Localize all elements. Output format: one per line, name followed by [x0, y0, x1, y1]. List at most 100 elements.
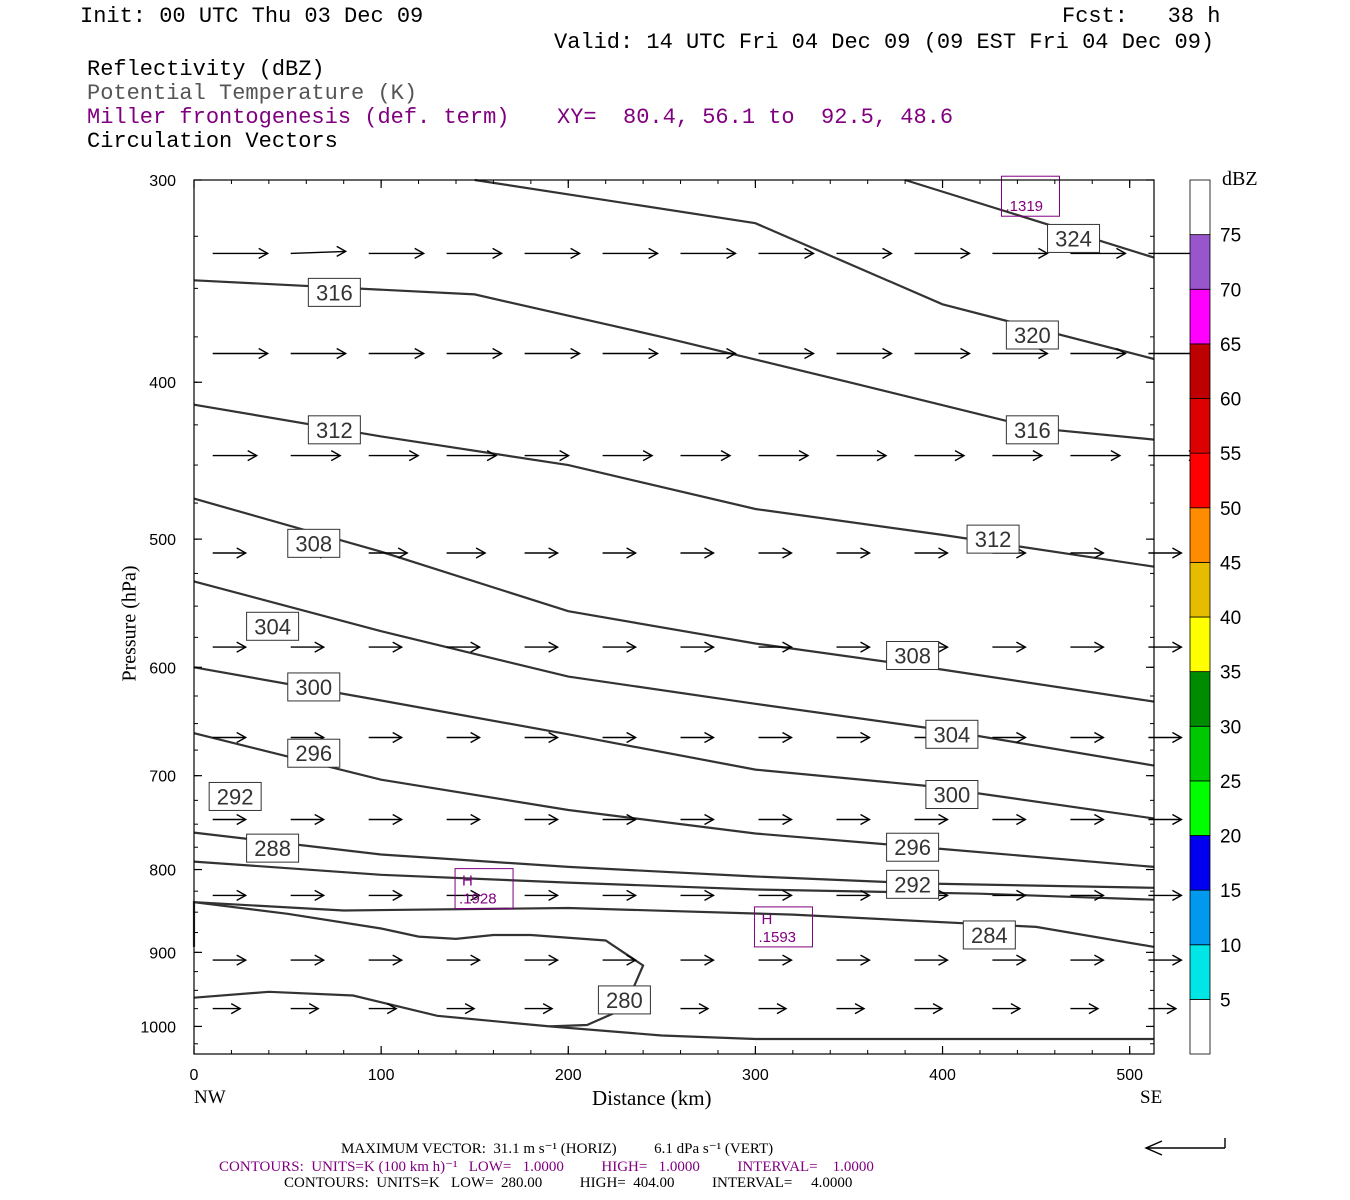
- circulation-vector: [602, 889, 638, 902]
- isentrope-label-284: 284: [962, 920, 1016, 950]
- colorbar-swatch: [1189, 398, 1211, 454]
- isentrope-label-312: 312: [966, 524, 1020, 554]
- circulation-vector: [680, 1002, 710, 1015]
- y-tick-label: 700: [149, 769, 176, 786]
- isentrope-label-box: [886, 869, 940, 899]
- circulation-vector: [1070, 954, 1105, 966]
- circulation-vector: [212, 449, 259, 462]
- vector-head: [392, 731, 404, 744]
- colorbar-label: 35: [1220, 663, 1241, 684]
- vector-head: [236, 547, 248, 559]
- vector-head: [542, 1002, 554, 1015]
- circulation-vector: [1070, 731, 1105, 744]
- y-tick-label: 800: [149, 863, 176, 880]
- colorbar-label: 40: [1220, 608, 1241, 629]
- isentrope-label-text: 320: [1014, 323, 1051, 348]
- x-tick-label: 0: [190, 1067, 199, 1084]
- circulation-vector: [524, 731, 560, 744]
- init-time: Init: 00 UTC Thu 03 Dec 09: [80, 4, 424, 29]
- y-tick-label: 400: [149, 375, 176, 392]
- vector-head: [392, 813, 404, 826]
- vector-head: [804, 347, 815, 360]
- frontogenesis-box: [753, 906, 813, 948]
- vector-head: [492, 247, 504, 260]
- circulation-vector: [758, 247, 815, 260]
- circulation-vector: [368, 889, 404, 902]
- vector-head: [336, 245, 348, 258]
- vector-head: [492, 347, 504, 360]
- isentrope-label-308: 308: [886, 640, 940, 670]
- field-frontogenesis: Miller frontogenesis (def. term): [87, 105, 510, 130]
- isentrope-label-box: [886, 832, 940, 862]
- vector-head: [720, 449, 732, 462]
- forecast-hour: Fcst: 38 h: [1062, 4, 1221, 29]
- vector-head: [860, 641, 871, 653]
- x-right-label: SE: [1140, 1087, 1163, 1108]
- vector-head: [726, 247, 737, 260]
- isentrope-label-box: [925, 780, 979, 810]
- field-reflectivity: Reflectivity (dBZ): [87, 57, 325, 82]
- vector-head: [704, 813, 715, 826]
- isentrope-label-box: [307, 415, 361, 445]
- circulation-vector: [446, 641, 482, 653]
- vector-head: [938, 813, 949, 826]
- isentrope-label-text: 300: [295, 675, 332, 700]
- vector-head: [548, 547, 560, 559]
- isentrope-288: [193, 860, 1155, 901]
- colorbar-label: 60: [1220, 390, 1241, 411]
- circulation-vector: [914, 449, 966, 462]
- circulation-vector: [914, 347, 971, 360]
- isentrope-label-box: [925, 719, 979, 749]
- vector-head: [1172, 954, 1183, 966]
- circulation-vector: [992, 347, 1049, 360]
- circulation-vector: [758, 547, 793, 559]
- vector-head: [938, 641, 949, 653]
- vector-head: [470, 889, 482, 902]
- frontogenesis-max-value: .1593: [758, 929, 796, 946]
- label-layer: 280 284 288 292 296 300 304 308 312 316 316 312 308 3…: [208, 175, 1101, 1015]
- vector-head: [470, 641, 482, 653]
- circulation-vector: [758, 813, 793, 826]
- isentrope-296: [193, 732, 1155, 868]
- circulation-vector: [1148, 641, 1183, 653]
- isentrope-label-box: [287, 738, 341, 768]
- vector-head: [1116, 247, 1127, 260]
- circulation-vector: [680, 547, 715, 559]
- colorbar-label: 70: [1220, 280, 1241, 301]
- isentrope-label-box: [962, 920, 1016, 950]
- x-axis-label: Distance (km): [592, 1086, 712, 1110]
- circulation-vector: [368, 813, 404, 826]
- isentrope-label-box: [287, 672, 341, 702]
- circulation-vector: [1070, 449, 1122, 462]
- circulation-vector: [212, 813, 248, 826]
- circulation-vector: [290, 449, 342, 462]
- circulation-vector: [680, 889, 715, 902]
- isentrope-324: [904, 178, 1155, 259]
- isentrope-label-296: 296: [287, 738, 341, 768]
- vector-head: [954, 449, 966, 462]
- circulation-vector: [446, 449, 498, 462]
- circulation-vector: [680, 813, 715, 826]
- vector-head: [314, 641, 326, 653]
- colorbar-label: 10: [1220, 936, 1241, 957]
- vector-head: [236, 641, 248, 653]
- isentrope-label-312: 312: [307, 415, 361, 445]
- y-tick-label: 300: [149, 173, 176, 190]
- circulation-vector: [212, 889, 248, 902]
- vector-head: [932, 1002, 944, 1015]
- isentrope-label-box: [597, 985, 651, 1015]
- frontogenesis-maximum: H.1928: [454, 868, 514, 910]
- vector-head: [1094, 813, 1105, 826]
- circulation-vector: [368, 731, 404, 744]
- colorbar-label: 45: [1220, 553, 1241, 574]
- vector-head: [1094, 731, 1105, 744]
- x-tick-label: 200: [555, 1067, 582, 1084]
- frontogenesis-max-marker: H: [462, 873, 473, 890]
- circulation-vector: [992, 954, 1027, 966]
- isentrope-label-304: 304: [925, 719, 979, 749]
- vector-head: [882, 347, 893, 360]
- isentrope-label-text: 296: [894, 835, 931, 860]
- circulation-vector: [1148, 813, 1183, 826]
- circulation-vector: [368, 1002, 398, 1015]
- circulation-vector: [758, 641, 793, 653]
